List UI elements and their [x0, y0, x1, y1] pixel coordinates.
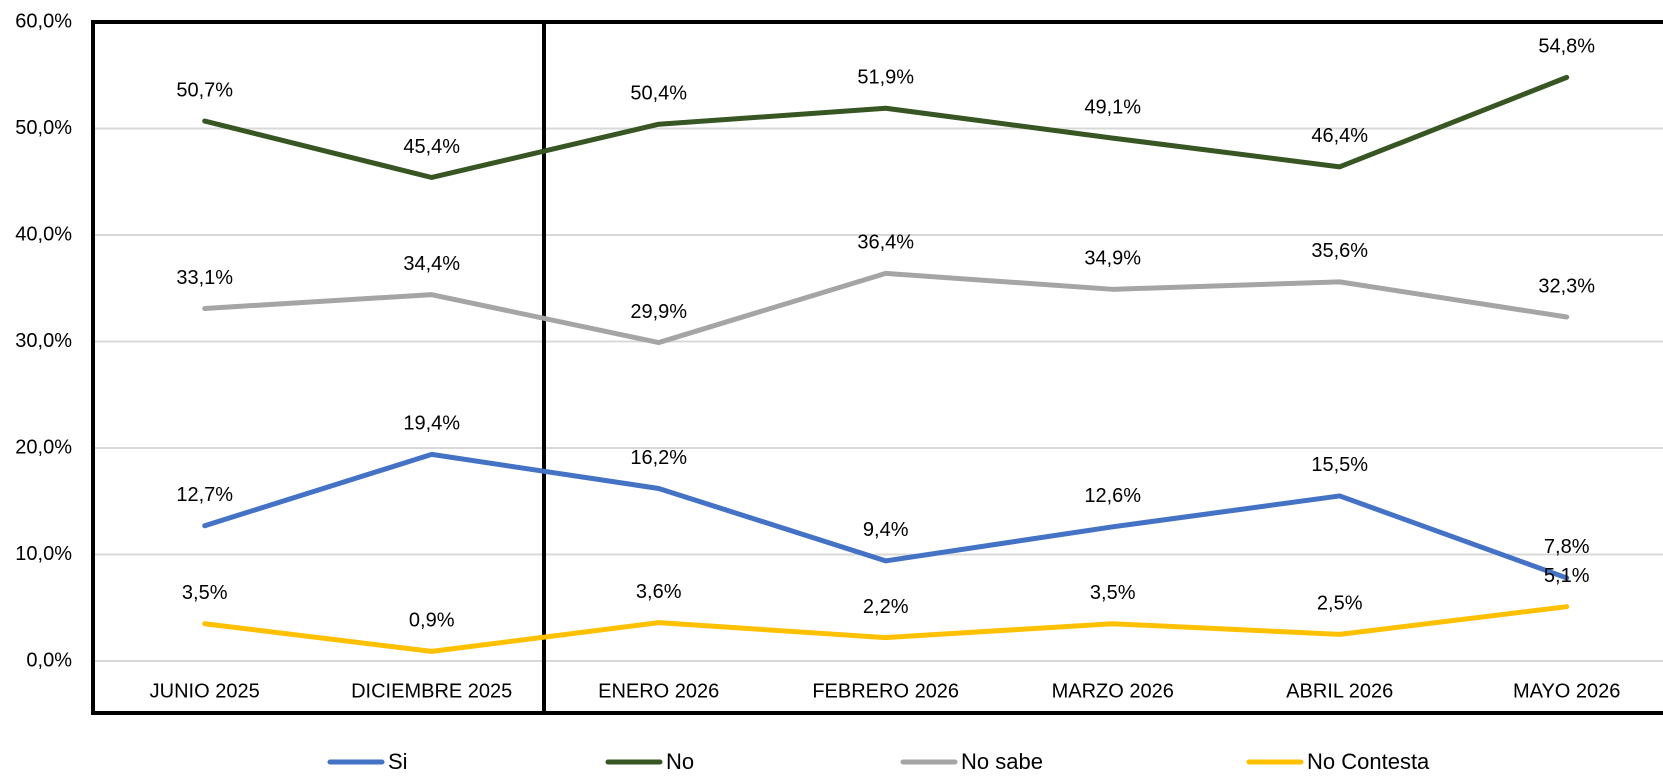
data-label: 12,7% — [176, 484, 233, 506]
data-label: 32,3% — [1538, 275, 1595, 297]
data-label: 3,6% — [636, 581, 682, 603]
series-line — [202, 270, 1570, 346]
legend-label: No — [666, 749, 694, 774]
data-label: 51,9% — [857, 67, 914, 89]
x-tick-label: DICIEMBRE 2025 — [351, 680, 512, 702]
data-label: 2,2% — [863, 596, 909, 618]
data-label: 50,4% — [630, 83, 687, 105]
data-label: 0,9% — [409, 610, 455, 632]
data-label: 9,4% — [863, 519, 909, 541]
data-label: 29,9% — [630, 301, 687, 323]
data-label: 45,4% — [403, 136, 460, 158]
x-tick-label: ENERO 2026 — [598, 680, 719, 702]
y-tick-label: 40,0% — [15, 223, 72, 245]
x-tick-label: MAYO 2026 — [1513, 680, 1620, 702]
x-tick-label: MARZO 2026 — [1052, 680, 1174, 702]
series-line — [202, 451, 1570, 581]
legend-label: No Contesta — [1307, 749, 1430, 774]
y-tick-label: 10,0% — [15, 543, 72, 565]
data-label: 16,2% — [630, 447, 687, 469]
data-label: 3,5% — [1090, 582, 1136, 604]
x-tick-label: FEBRERO 2026 — [812, 680, 959, 702]
y-tick-label: 50,0% — [15, 117, 72, 139]
data-label: 35,6% — [1311, 240, 1368, 262]
data-label: 33,1% — [176, 267, 233, 289]
data-label: 3,5% — [182, 582, 228, 604]
y-tick-label: 20,0% — [15, 436, 72, 458]
data-label: 49,1% — [1084, 96, 1141, 118]
legend-label: Si — [388, 749, 408, 774]
data-label: 54,8% — [1538, 36, 1595, 58]
grid — [93, 21, 1663, 662]
data-label: 46,4% — [1311, 125, 1368, 147]
data-label: 36,4% — [857, 232, 914, 254]
data-label: 34,9% — [1084, 248, 1141, 270]
legend-label: No sabe — [961, 749, 1043, 774]
y-tick-label: 30,0% — [15, 330, 72, 352]
data-label: 15,5% — [1311, 454, 1368, 476]
data-label: 2,5% — [1317, 593, 1363, 615]
data-label: 50,7% — [176, 79, 233, 101]
series-line — [202, 74, 1570, 180]
x-tick-label: JUNIO 2025 — [150, 680, 260, 702]
data-label: 12,6% — [1084, 485, 1141, 507]
data-label: 19,4% — [403, 413, 460, 435]
data-label: 5,1% — [1544, 565, 1590, 587]
series-line — [202, 604, 1570, 654]
data-label: 7,8% — [1544, 536, 1590, 558]
x-tick-label: ABRIL 2026 — [1286, 680, 1393, 702]
data-label: 34,4% — [403, 253, 460, 275]
plot-frame — [91, 20, 1663, 715]
y-tick-label: 60,0% — [15, 10, 72, 32]
y-tick-label: 0,0% — [26, 649, 72, 671]
